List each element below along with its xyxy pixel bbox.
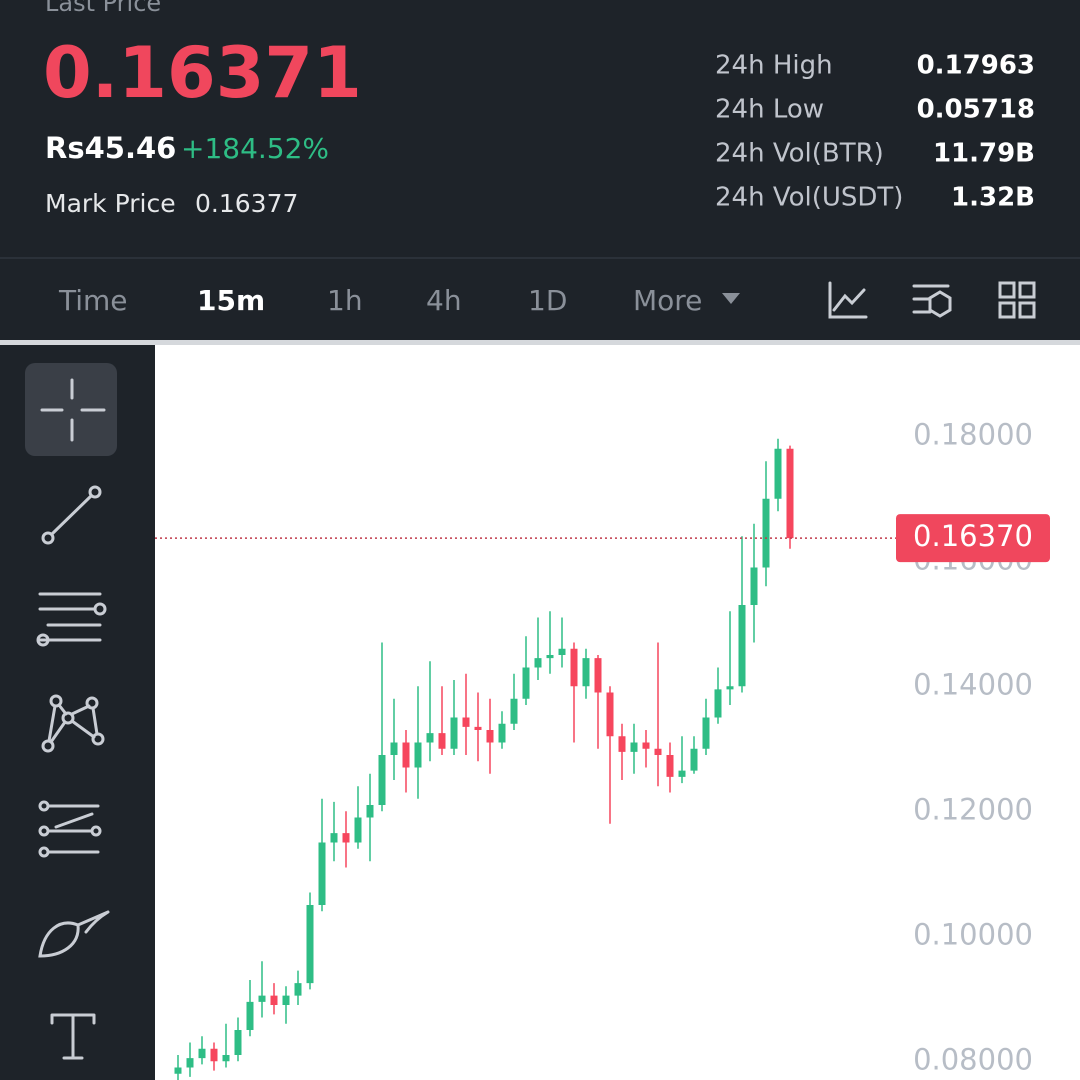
local-price: Rs45.46 — [45, 131, 176, 165]
candle-body — [558, 648, 566, 655]
candle-body — [726, 686, 734, 690]
candle-body — [618, 736, 626, 752]
stat-label: 24h Low — [715, 95, 824, 125]
stat-label: 24h High — [715, 51, 833, 81]
stat-value: 0.17963 — [917, 51, 1035, 81]
candle-body — [774, 448, 782, 499]
candle-body — [402, 742, 410, 768]
last-price: 0.16371 — [43, 32, 362, 114]
line-tool[interactable] — [41, 485, 102, 545]
y-tick-label: 0.14000 — [913, 667, 1033, 701]
candle-body — [510, 698, 518, 724]
candle-body — [666, 755, 674, 777]
stat-value: 0.05718 — [917, 95, 1035, 125]
stat-label: 24h Vol(BTR) — [715, 139, 884, 169]
y-tick-label: 0.18000 — [913, 417, 1033, 451]
y-tick-label: 0.08000 — [913, 1042, 1033, 1076]
stat-label: 24h Vol(USDT) — [715, 183, 903, 213]
parallel-tool[interactable] — [36, 592, 107, 647]
candle-body — [378, 755, 386, 805]
settings-icon[interactable] — [912, 284, 952, 318]
candle-body — [366, 805, 374, 818]
candle-body — [342, 833, 350, 843]
candle-body — [714, 689, 722, 718]
pattern-tool[interactable] — [41, 694, 105, 753]
candle-body — [738, 605, 746, 687]
candle-body — [282, 995, 290, 1005]
layout-icon[interactable] — [998, 281, 1036, 319]
chart-top-border — [0, 340, 1080, 345]
candle-body — [642, 742, 650, 749]
candle-body — [582, 658, 590, 687]
candle-body — [246, 1001, 254, 1030]
candle-body — [654, 748, 662, 755]
chart-area — [155, 345, 1080, 1080]
candle-body — [750, 567, 758, 605]
candle-body — [306, 905, 314, 984]
brush-tool[interactable] — [38, 910, 110, 958]
candle-body — [546, 655, 554, 659]
tabs: Time 15m 1h 4h 1D More — [58, 284, 702, 317]
indicator-icon[interactable] — [828, 281, 868, 319]
last-price-label: Last Price — [45, 0, 161, 17]
text-tool[interactable] — [50, 1013, 96, 1060]
candle-body — [678, 770, 686, 777]
y-tick-label: 0.12000 — [913, 792, 1033, 826]
candle-body — [474, 726, 482, 730]
candle-body — [786, 448, 794, 539]
candle-body — [522, 667, 530, 699]
candle-body — [294, 983, 302, 996]
y-tick-label: 0.10000 — [913, 917, 1033, 951]
candle-body — [222, 1055, 230, 1062]
mark-price-label: Mark Price — [45, 189, 176, 218]
tab[interactable]: More — [633, 284, 702, 317]
crosshair-tool[interactable] — [40, 378, 106, 442]
price-change: +184.52% — [181, 132, 329, 165]
candle-body — [414, 742, 422, 768]
candle-body — [498, 723, 506, 743]
stats: 24h High 0.17963 24h Low 0.05718 24h Vol(BTR… — [715, 51, 1035, 213]
candle-body — [270, 995, 278, 1005]
candle-body — [438, 733, 446, 749]
fib-tool[interactable] — [38, 800, 102, 858]
candle-body — [462, 717, 470, 727]
candle-body — [534, 658, 542, 668]
current-price-tag — [896, 514, 1050, 563]
candle-body — [210, 1048, 218, 1062]
tab[interactable]: 1h — [327, 284, 363, 317]
tab[interactable]: 15m — [197, 284, 265, 317]
candle-body — [258, 995, 266, 1002]
candle-body — [234, 1030, 242, 1055]
candle-body — [318, 842, 326, 905]
candle-body — [198, 1048, 206, 1059]
candle-body — [174, 1067, 182, 1074]
candle-body — [594, 658, 602, 693]
candle-body — [570, 648, 578, 687]
chart: 0.080000.100000.120000.140000.160000.180… — [155, 417, 1050, 1080]
tab[interactable]: Time — [58, 284, 128, 317]
candle-body — [486, 730, 494, 743]
stat-value: 11.79B — [933, 139, 1035, 169]
candle-body — [606, 692, 614, 737]
candle-body — [702, 717, 710, 749]
active-tool-bg[interactable] — [25, 363, 117, 456]
candle-body — [630, 742, 638, 752]
candle-body — [186, 1058, 194, 1068]
tab[interactable]: 4h — [426, 284, 462, 317]
candle-body — [354, 817, 362, 843]
current-price-label: 0.16370 — [913, 519, 1033, 553]
stat-value: 1.32B — [951, 183, 1035, 213]
candle-body — [690, 748, 698, 771]
mark-price: 0.16377 — [195, 189, 298, 218]
more-caret — [722, 293, 740, 304]
candle-body — [390, 742, 398, 755]
candle-body — [450, 717, 458, 749]
candle-body — [762, 498, 770, 568]
candle-body — [330, 833, 338, 843]
tab[interactable]: 1D — [528, 284, 567, 317]
candle-body — [426, 733, 434, 743]
